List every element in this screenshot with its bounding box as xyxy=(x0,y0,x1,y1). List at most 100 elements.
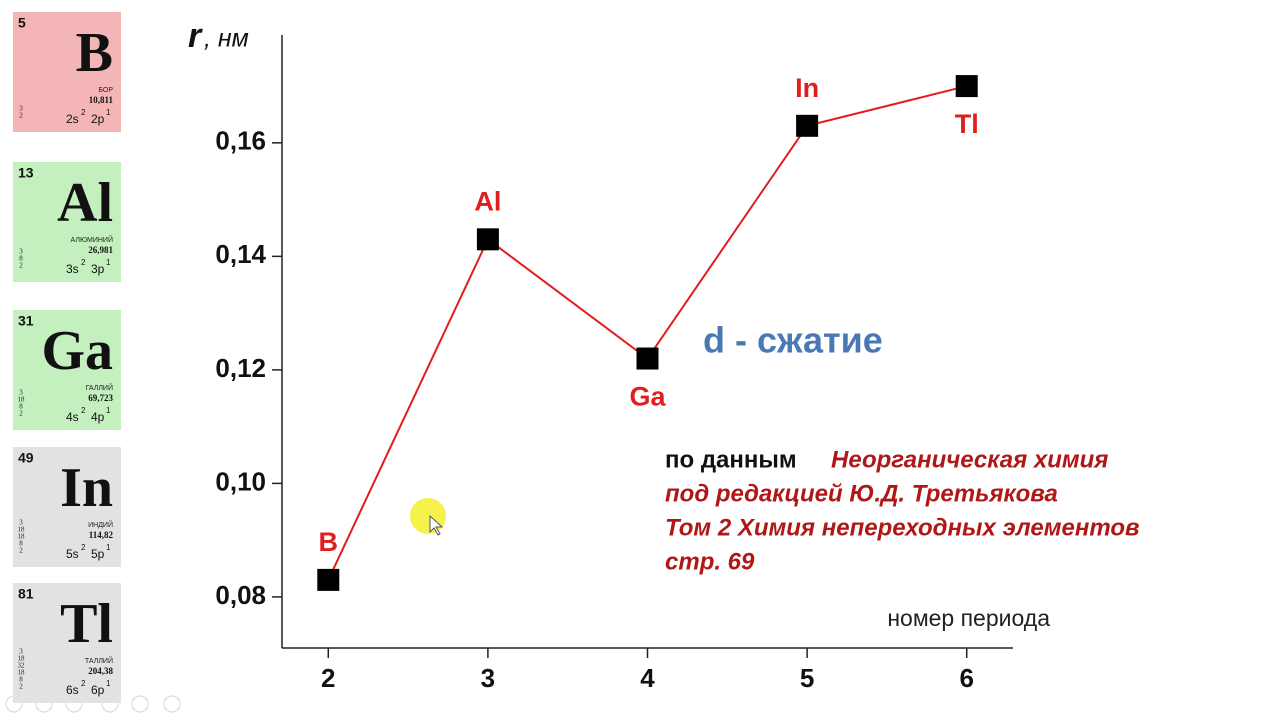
shell: 2 xyxy=(19,262,23,270)
shell: 3 xyxy=(19,519,23,527)
shell: 18 xyxy=(18,533,26,541)
atomic-mass: 114,82 xyxy=(89,530,114,540)
tile-bg xyxy=(13,447,121,567)
shell: 32 xyxy=(18,662,26,670)
config-orbital: 2s xyxy=(66,112,79,126)
config-electrons: 2 xyxy=(81,108,86,117)
tile-bg xyxy=(13,12,121,132)
annotation: d - сжатие xyxy=(703,320,883,361)
config-electrons: 2 xyxy=(81,258,86,267)
shell: 8 xyxy=(19,540,23,548)
config-orbital: 6p xyxy=(91,683,105,697)
shell: 2 xyxy=(19,683,23,691)
source-line: под редакцией Ю.Д. Третьякова xyxy=(665,480,1058,507)
y-tick-label: 0,10 xyxy=(215,466,266,496)
marker xyxy=(955,75,978,98)
toolbar-button[interactable] xyxy=(131,695,149,713)
marker xyxy=(636,347,659,370)
point-label: In xyxy=(795,73,819,103)
shell: 3 xyxy=(19,389,23,397)
element-name: ИНДИЙ xyxy=(88,520,113,529)
source-line: Неорганическая химия xyxy=(831,446,1108,473)
element-name: ТАЛЛИЙ xyxy=(85,656,113,665)
shell: 18 xyxy=(18,526,26,534)
x-tick-label: 5 xyxy=(800,663,814,693)
shell: 3 xyxy=(19,248,23,256)
element-name: АЛЮМИНИЙ xyxy=(71,235,113,244)
shell: 2 xyxy=(19,112,23,120)
config-orbital: 3s xyxy=(66,262,79,276)
config-orbital: 3p xyxy=(91,262,105,276)
point-label: Al xyxy=(474,186,501,216)
config-orbital: 4s xyxy=(66,410,79,424)
shell: 18 xyxy=(18,396,26,404)
x-label: номер периода xyxy=(887,605,1050,631)
x-tick-label: 3 xyxy=(481,663,495,693)
y-label-unit: , нм xyxy=(204,25,249,53)
config-orbital: 5p xyxy=(91,547,105,561)
tile-bg xyxy=(13,162,121,282)
atomic-number: 5 xyxy=(18,15,26,31)
atomic-mass: 204,38 xyxy=(88,666,113,676)
config-electrons: 1 xyxy=(106,108,111,117)
tile-bg xyxy=(13,310,121,430)
element-symbol: In xyxy=(60,457,113,519)
x-tick-label: 2 xyxy=(321,663,335,693)
config-electrons: 1 xyxy=(106,679,111,688)
marker xyxy=(796,114,819,137)
shell: 8 xyxy=(19,676,23,684)
element-name: БОР xyxy=(98,87,113,94)
config-orbital: 5s xyxy=(66,547,79,561)
shell: 8 xyxy=(19,403,23,411)
toolbar-button[interactable] xyxy=(163,695,181,713)
config-electrons: 2 xyxy=(81,543,86,552)
source-prefix: по данным xyxy=(665,446,797,473)
atomic-number: 81 xyxy=(18,586,34,602)
y-label-symbol: r xyxy=(188,17,203,55)
shell: 18 xyxy=(18,655,26,663)
source-line: стр. 69 xyxy=(665,548,755,575)
config-electrons: 1 xyxy=(106,258,111,267)
x-tick-label: 6 xyxy=(959,663,973,693)
config-electrons: 1 xyxy=(106,543,111,552)
y-tick-label: 0,12 xyxy=(215,353,266,383)
element-symbol: Tl xyxy=(60,593,113,655)
marker xyxy=(476,228,499,251)
tile-bg xyxy=(13,583,121,703)
marker xyxy=(317,568,340,591)
atomic-mass: 69,723 xyxy=(88,393,113,403)
cursor xyxy=(429,514,444,536)
point-label: Ga xyxy=(629,382,666,412)
x-tick-label: 4 xyxy=(640,663,655,693)
y-tick-label: 0,08 xyxy=(215,580,266,610)
shell: 18 xyxy=(18,669,26,677)
config-electrons: 2 xyxy=(81,406,86,415)
config-orbital: 4p xyxy=(91,410,105,424)
atomic-number: 31 xyxy=(18,313,34,329)
y-tick-label: 0,16 xyxy=(215,126,266,156)
config-orbital: 2p xyxy=(91,112,105,126)
shell: 3 xyxy=(19,648,23,656)
source-line: Том 2 Химия непереходных элементов xyxy=(665,514,1140,541)
config-electrons: 1 xyxy=(106,406,111,415)
config-electrons: 2 xyxy=(81,679,86,688)
shell: 3 xyxy=(19,105,23,113)
shell: 8 xyxy=(19,255,23,263)
config-orbital: 6s xyxy=(66,683,79,697)
atomic-mass: 10,811 xyxy=(89,95,114,105)
element-name: ГАЛЛИЙ xyxy=(86,383,113,392)
element-symbol: Ga xyxy=(41,320,113,382)
atomic-mass: 26,981 xyxy=(88,245,113,255)
point-label: B xyxy=(319,527,339,557)
element-symbol: B xyxy=(76,22,113,84)
atomic-number: 13 xyxy=(18,165,34,181)
shell: 2 xyxy=(19,410,23,418)
atomic-number: 49 xyxy=(18,450,34,466)
y-tick-label: 0,14 xyxy=(215,239,266,269)
point-label: Tl xyxy=(955,109,979,139)
